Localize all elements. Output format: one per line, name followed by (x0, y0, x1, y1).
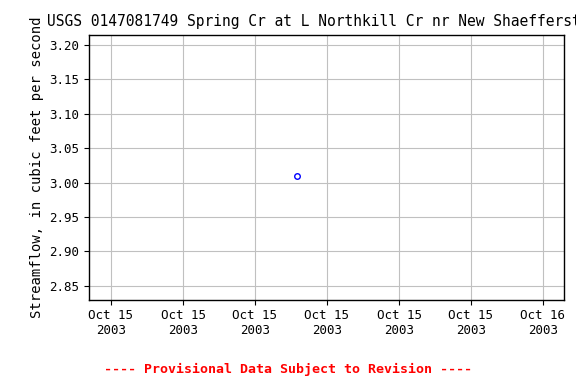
Text: ---- Provisional Data Subject to Revision ----: ---- Provisional Data Subject to Revisio… (104, 363, 472, 376)
Y-axis label: Streamflow, in cubic feet per second: Streamflow, in cubic feet per second (30, 16, 44, 318)
Title: USGS 0147081749 Spring Cr at L Northkill Cr nr New Shaefferstown: USGS 0147081749 Spring Cr at L Northkill… (47, 14, 576, 29)
